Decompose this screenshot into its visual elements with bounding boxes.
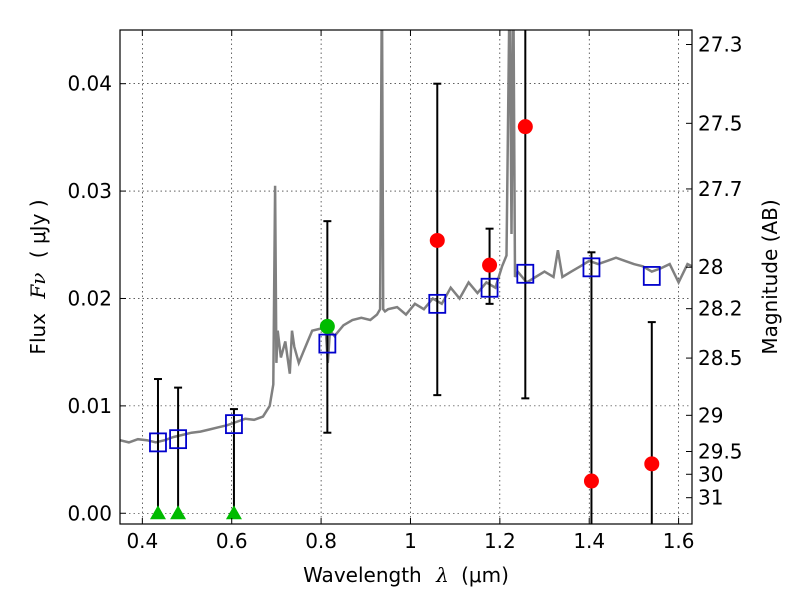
- model-photometry-square: [169, 429, 187, 450]
- model-photometry-square: [582, 257, 601, 278]
- x-tick-label: 0.6: [216, 529, 248, 553]
- plot-frame: [119, 29, 693, 525]
- detection-point: [644, 456, 660, 472]
- y2-tick-label: 29: [698, 403, 723, 427]
- model-photometry-square: [225, 414, 243, 435]
- green-detection-point: [319, 318, 335, 334]
- y-axis-ticks: 0.00 0.01 0.02 0.03 0.04: [67, 72, 126, 525]
- x-tick-label: 1: [404, 529, 417, 553]
- y2-tick-label: 27.5: [698, 111, 743, 135]
- x-axis-title: Wavelength λ (μm): [303, 563, 509, 587]
- model-photometry-square: [149, 432, 167, 453]
- x-tick-label: 1.2: [484, 529, 516, 553]
- model-photometry-square: [480, 277, 499, 298]
- y2-tick-label: 28: [698, 255, 723, 279]
- spectrum-line: [120, 30, 692, 444]
- y2-tick-label: 27.3: [698, 32, 743, 56]
- x-axis-ticks: 0.4 0.6 0.8 1 1.2 1.4 1.6: [126, 30, 695, 553]
- detection-point: [429, 232, 445, 248]
- y2-axis-title: Magnitude (AB): [758, 199, 782, 354]
- x-tick-label: 0.8: [305, 529, 337, 553]
- model-photometry-square: [318, 333, 337, 354]
- y-tick-label: 0.01: [67, 394, 112, 418]
- detection-point: [482, 257, 498, 273]
- y-tick-label: 0.03: [67, 179, 112, 203]
- y-tick-label: 0.04: [67, 72, 112, 96]
- model-photometry-square: [516, 263, 535, 284]
- upper-limit-triangle: [225, 505, 242, 520]
- y-tick-label: 0.00: [67, 501, 112, 525]
- x-tick-label: 1.6: [663, 529, 695, 553]
- x-tick-label: 1.4: [573, 529, 605, 553]
- upper-limit-triangle: [149, 505, 166, 520]
- y-tick-label: 0.02: [67, 286, 112, 310]
- y2-tick-label: 30: [698, 462, 723, 486]
- detection-point: [517, 119, 533, 135]
- model-photometry-square: [428, 293, 447, 314]
- detection-point: [583, 473, 599, 489]
- grid: [120, 30, 692, 524]
- upper-limit-triangle: [170, 505, 187, 520]
- y2-tick-label: 29.5: [698, 440, 743, 464]
- x-tick-label: 0.4: [126, 529, 158, 553]
- y2-tick-label: 27.7: [698, 177, 743, 201]
- model-photometry-square: [642, 266, 661, 286]
- y2-tick-label: 28.5: [698, 346, 743, 370]
- data-markers: [149, 119, 661, 520]
- y2-tick-label: 28.2: [698, 297, 743, 321]
- model-spectrum: [120, 30, 692, 444]
- y-axis-title: Flux Fν ( μJy ): [26, 199, 50, 354]
- y2-tick-label: 31: [698, 486, 723, 510]
